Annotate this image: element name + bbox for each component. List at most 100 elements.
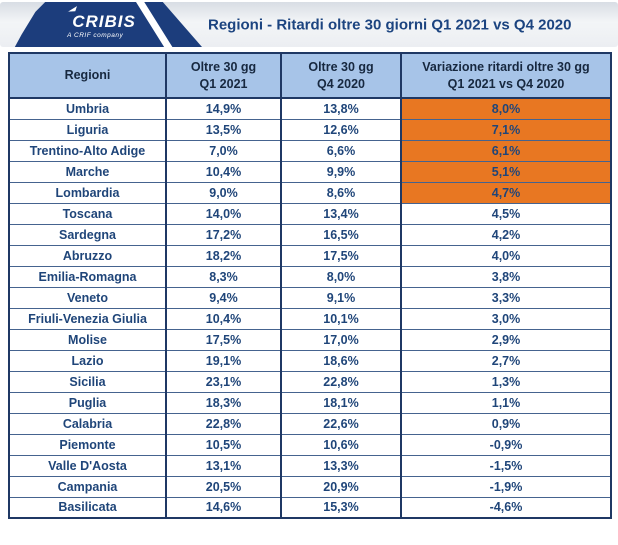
- q4-2020-value-cell: 15,3%: [280, 496, 402, 519]
- page-title: Regioni - Ritardi oltre 30 giorni Q1 202…: [208, 16, 572, 33]
- region-name-cell: Umbria: [8, 97, 167, 120]
- variazione-value-cell: -1,9%: [400, 475, 612, 498]
- region-name-cell: Abruzzo: [8, 244, 167, 267]
- table-row: Campania 20,5% 20,9% -1,9%: [8, 475, 612, 498]
- variazione-value-cell: 4,5%: [400, 202, 612, 225]
- q4-2020-value-cell: 16,5%: [280, 223, 402, 246]
- col-header-variazione-line1: Variazione ritardi oltre 30 gg: [422, 59, 590, 74]
- table-row: Lazio 19,1% 18,6% 2,7%: [8, 349, 612, 372]
- q1-2021-value-cell: 9,0%: [165, 181, 282, 204]
- col-header-q1-2021: Oltre 30 gg Q1 2021: [165, 52, 282, 99]
- table-header-row: Regioni Oltre 30 gg Q1 2021 Oltre 30 gg …: [8, 52, 612, 99]
- header-band: CRIBIS A CRIF company Regioni - Ritardi …: [0, 2, 618, 47]
- q1-2021-value-cell: 18,2%: [165, 244, 282, 267]
- q1-2021-value-cell: 23,1%: [165, 370, 282, 393]
- table-row: Sicilia 23,1% 22,8% 1,3%: [8, 370, 612, 393]
- region-name-cell: Lombardia: [8, 181, 167, 204]
- table-row: Marche 10,4% 9,9% 5,1%: [8, 160, 612, 183]
- variazione-value-cell: 3,0%: [400, 307, 612, 330]
- table-row: Valle D'Aosta 13,1% 13,3% -1,5%: [8, 454, 612, 477]
- table-row: Friuli-Venezia Giulia 10,4% 10,1% 3,0%: [8, 307, 612, 330]
- region-name-cell: Lazio: [8, 349, 167, 372]
- variazione-value-cell: 2,7%: [400, 349, 612, 372]
- q4-2020-value-cell: 12,6%: [280, 118, 402, 141]
- table-row: Calabria 22,8% 22,6% 0,9%: [8, 412, 612, 435]
- q4-2020-value-cell: 13,3%: [280, 454, 402, 477]
- cribis-logo: CRIBIS A CRIF company: [14, 2, 202, 47]
- q1-2021-value-cell: 14,6%: [165, 496, 282, 519]
- table-row: Puglia 18,3% 18,1% 1,1%: [8, 391, 612, 414]
- region-name-cell: Friuli-Venezia Giulia: [8, 307, 167, 330]
- q1-2021-value-cell: 17,5%: [165, 328, 282, 351]
- region-name-cell: Sicilia: [8, 370, 167, 393]
- variazione-value-cell: 4,0%: [400, 244, 612, 267]
- col-header-q4-2020: Oltre 30 gg Q4 2020: [280, 52, 402, 99]
- q4-2020-value-cell: 6,6%: [280, 139, 402, 162]
- col-header-variazione: Variazione ritardi oltre 30 gg Q1 2021 v…: [400, 52, 612, 99]
- q4-2020-value-cell: 17,5%: [280, 244, 402, 267]
- q1-2021-value-cell: 13,5%: [165, 118, 282, 141]
- q1-2021-value-cell: 18,3%: [165, 391, 282, 414]
- variazione-value-cell: 3,3%: [400, 286, 612, 309]
- col-header-regioni-label: Regioni: [64, 68, 111, 82]
- table-row: Emilia-Romagna 8,3% 8,0% 3,8%: [8, 265, 612, 288]
- q1-2021-value-cell: 10,4%: [165, 160, 282, 183]
- variazione-value-cell: 3,8%: [400, 265, 612, 288]
- region-name-cell: Calabria: [8, 412, 167, 435]
- variazione-value-cell: 5,1%: [400, 160, 612, 183]
- logo-tagline-text: A CRIF company: [67, 32, 124, 39]
- col-header-q1-line1: Oltre 30 gg: [190, 59, 257, 74]
- table-row: Piemonte 10,5% 10,6% -0,9%: [8, 433, 612, 456]
- variazione-value-cell: -1,5%: [400, 454, 612, 477]
- table-row: Liguria 13,5% 12,6% 7,1%: [8, 118, 612, 141]
- regions-delay-table: Regioni Oltre 30 gg Q1 2021 Oltre 30 gg …: [8, 52, 612, 519]
- table-row: Molise 17,5% 17,0% 2,9%: [8, 328, 612, 351]
- q1-2021-value-cell: 10,4%: [165, 307, 282, 330]
- table-row: Sardegna 17,2% 16,5% 4,2%: [8, 223, 612, 246]
- q4-2020-value-cell: 22,8%: [280, 370, 402, 393]
- region-name-cell: Campania: [8, 475, 167, 498]
- region-name-cell: Marche: [8, 160, 167, 183]
- variazione-value-cell: 2,9%: [400, 328, 612, 351]
- region-name-cell: Veneto: [8, 286, 167, 309]
- region-name-cell: Toscana: [8, 202, 167, 225]
- q1-2021-value-cell: 14,0%: [165, 202, 282, 225]
- variazione-value-cell: -0,9%: [400, 433, 612, 456]
- region-name-cell: Sardegna: [8, 223, 167, 246]
- variazione-value-cell: 7,1%: [400, 118, 612, 141]
- table-body: Umbria 14,9% 13,8% 8,0% Liguria 13,5% 12…: [8, 97, 612, 519]
- col-header-q4-line1: Oltre 30 gg: [308, 59, 374, 74]
- col-header-variazione-line2: Q1 2021 vs Q4 2020: [447, 76, 565, 91]
- q4-2020-value-cell: 22,6%: [280, 412, 402, 435]
- region-name-cell: Trentino-Alto Adige: [8, 139, 167, 162]
- region-name-cell: Basilicata: [8, 496, 167, 519]
- col-header-q1-line2: Q1 2021: [199, 76, 248, 91]
- table-row: Lombardia 9,0% 8,6% 4,7%: [8, 181, 612, 204]
- region-name-cell: Valle D'Aosta: [8, 454, 167, 477]
- region-name-cell: Emilia-Romagna: [8, 265, 167, 288]
- table-row: Abruzzo 18,2% 17,5% 4,0%: [8, 244, 612, 267]
- table-row: Umbria 14,9% 13,8% 8,0%: [8, 97, 612, 120]
- q4-2020-value-cell: 10,1%: [280, 307, 402, 330]
- region-name-cell: Liguria: [8, 118, 167, 141]
- variazione-value-cell: 1,1%: [400, 391, 612, 414]
- table-row: Veneto 9,4% 9,1% 3,3%: [8, 286, 612, 309]
- variazione-value-cell: 6,1%: [400, 139, 612, 162]
- q4-2020-value-cell: 9,9%: [280, 160, 402, 183]
- table-row: Toscana 14,0% 13,4% 4,5%: [8, 202, 612, 225]
- region-name-cell: Piemonte: [8, 433, 167, 456]
- region-name-cell: Molise: [8, 328, 167, 351]
- q1-2021-value-cell: 22,8%: [165, 412, 282, 435]
- q4-2020-value-cell: 17,0%: [280, 328, 402, 351]
- region-name-cell: Puglia: [8, 391, 167, 414]
- col-header-q4-line2: Q4 2020: [317, 76, 365, 91]
- col-header-regioni: Regioni: [8, 52, 167, 99]
- q4-2020-value-cell: 13,4%: [280, 202, 402, 225]
- q4-2020-value-cell: 9,1%: [280, 286, 402, 309]
- q4-2020-value-cell: 18,6%: [280, 349, 402, 372]
- q1-2021-value-cell: 20,5%: [165, 475, 282, 498]
- q4-2020-value-cell: 18,1%: [280, 391, 402, 414]
- variazione-value-cell: 4,7%: [400, 181, 612, 204]
- table-row: Basilicata 14,6% 15,3% -4,6%: [8, 496, 612, 519]
